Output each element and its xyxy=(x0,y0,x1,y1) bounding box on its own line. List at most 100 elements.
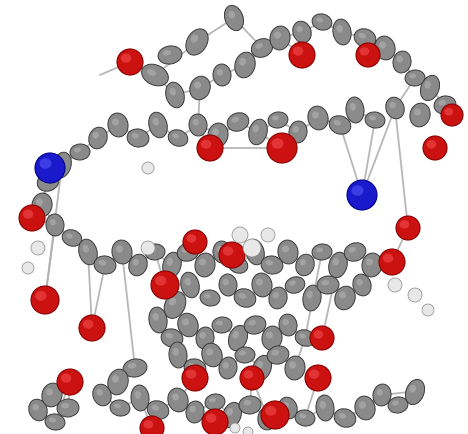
Ellipse shape xyxy=(132,259,139,266)
Ellipse shape xyxy=(289,280,296,286)
Ellipse shape xyxy=(283,319,289,326)
Ellipse shape xyxy=(312,112,319,118)
Ellipse shape xyxy=(409,74,416,79)
Ellipse shape xyxy=(223,279,229,286)
Ellipse shape xyxy=(346,97,364,123)
Ellipse shape xyxy=(333,258,339,266)
Ellipse shape xyxy=(29,399,47,421)
Ellipse shape xyxy=(108,113,128,137)
Ellipse shape xyxy=(223,362,229,368)
Ellipse shape xyxy=(98,260,106,266)
Ellipse shape xyxy=(213,64,231,86)
Ellipse shape xyxy=(112,118,119,125)
Ellipse shape xyxy=(184,359,206,377)
Ellipse shape xyxy=(316,247,323,253)
Ellipse shape xyxy=(46,214,64,236)
Ellipse shape xyxy=(135,391,141,399)
Ellipse shape xyxy=(414,108,421,115)
Ellipse shape xyxy=(249,320,256,326)
Ellipse shape xyxy=(112,240,132,264)
Ellipse shape xyxy=(200,290,220,306)
Ellipse shape xyxy=(305,365,331,391)
Ellipse shape xyxy=(142,64,168,86)
Ellipse shape xyxy=(422,304,434,316)
Ellipse shape xyxy=(31,286,59,314)
Ellipse shape xyxy=(197,135,223,161)
Ellipse shape xyxy=(329,116,351,134)
Ellipse shape xyxy=(256,278,263,286)
Ellipse shape xyxy=(271,138,284,149)
Ellipse shape xyxy=(405,70,425,86)
Ellipse shape xyxy=(168,388,188,412)
Ellipse shape xyxy=(82,245,89,253)
Ellipse shape xyxy=(293,21,311,43)
Ellipse shape xyxy=(121,53,132,62)
Ellipse shape xyxy=(441,104,463,126)
Ellipse shape xyxy=(300,259,306,266)
Ellipse shape xyxy=(53,152,71,178)
Ellipse shape xyxy=(320,401,326,409)
Ellipse shape xyxy=(83,319,93,329)
Ellipse shape xyxy=(389,102,396,108)
Ellipse shape xyxy=(213,241,231,263)
Ellipse shape xyxy=(232,260,239,266)
Ellipse shape xyxy=(267,133,297,163)
Ellipse shape xyxy=(239,58,246,66)
Ellipse shape xyxy=(182,365,208,391)
Ellipse shape xyxy=(164,292,186,319)
Ellipse shape xyxy=(235,347,255,363)
Ellipse shape xyxy=(234,289,256,307)
Ellipse shape xyxy=(256,361,263,368)
Ellipse shape xyxy=(19,205,45,231)
Ellipse shape xyxy=(354,29,376,47)
Ellipse shape xyxy=(182,319,189,326)
Ellipse shape xyxy=(314,330,323,339)
Ellipse shape xyxy=(355,396,375,420)
Ellipse shape xyxy=(33,404,39,411)
Ellipse shape xyxy=(227,113,249,131)
Ellipse shape xyxy=(163,50,171,56)
Ellipse shape xyxy=(70,144,90,160)
Ellipse shape xyxy=(392,401,399,405)
Ellipse shape xyxy=(316,395,334,421)
Ellipse shape xyxy=(183,230,207,254)
Ellipse shape xyxy=(140,416,164,434)
Ellipse shape xyxy=(219,274,237,296)
Ellipse shape xyxy=(181,272,199,298)
Ellipse shape xyxy=(190,406,196,413)
Ellipse shape xyxy=(194,82,201,89)
Ellipse shape xyxy=(35,153,65,183)
Ellipse shape xyxy=(182,247,189,253)
Ellipse shape xyxy=(256,43,263,49)
Ellipse shape xyxy=(289,362,296,368)
Ellipse shape xyxy=(434,96,456,114)
Ellipse shape xyxy=(285,356,305,380)
Ellipse shape xyxy=(57,158,63,166)
Ellipse shape xyxy=(42,383,62,407)
Ellipse shape xyxy=(335,286,355,310)
Ellipse shape xyxy=(178,313,198,337)
Ellipse shape xyxy=(217,246,223,253)
Ellipse shape xyxy=(307,291,313,299)
Ellipse shape xyxy=(339,291,346,299)
Ellipse shape xyxy=(289,121,307,143)
Ellipse shape xyxy=(163,252,181,278)
Ellipse shape xyxy=(272,292,279,299)
Ellipse shape xyxy=(79,239,97,265)
Ellipse shape xyxy=(400,220,409,229)
Ellipse shape xyxy=(377,389,383,395)
Ellipse shape xyxy=(408,288,422,302)
Ellipse shape xyxy=(282,245,289,253)
Ellipse shape xyxy=(316,17,323,23)
Ellipse shape xyxy=(31,241,45,255)
Ellipse shape xyxy=(149,247,156,253)
Ellipse shape xyxy=(246,239,264,265)
Ellipse shape xyxy=(317,276,339,294)
Ellipse shape xyxy=(79,315,105,341)
Ellipse shape xyxy=(209,398,216,402)
Ellipse shape xyxy=(206,349,213,355)
Ellipse shape xyxy=(243,427,253,434)
Ellipse shape xyxy=(244,370,253,378)
Ellipse shape xyxy=(410,103,430,127)
Ellipse shape xyxy=(225,5,243,31)
